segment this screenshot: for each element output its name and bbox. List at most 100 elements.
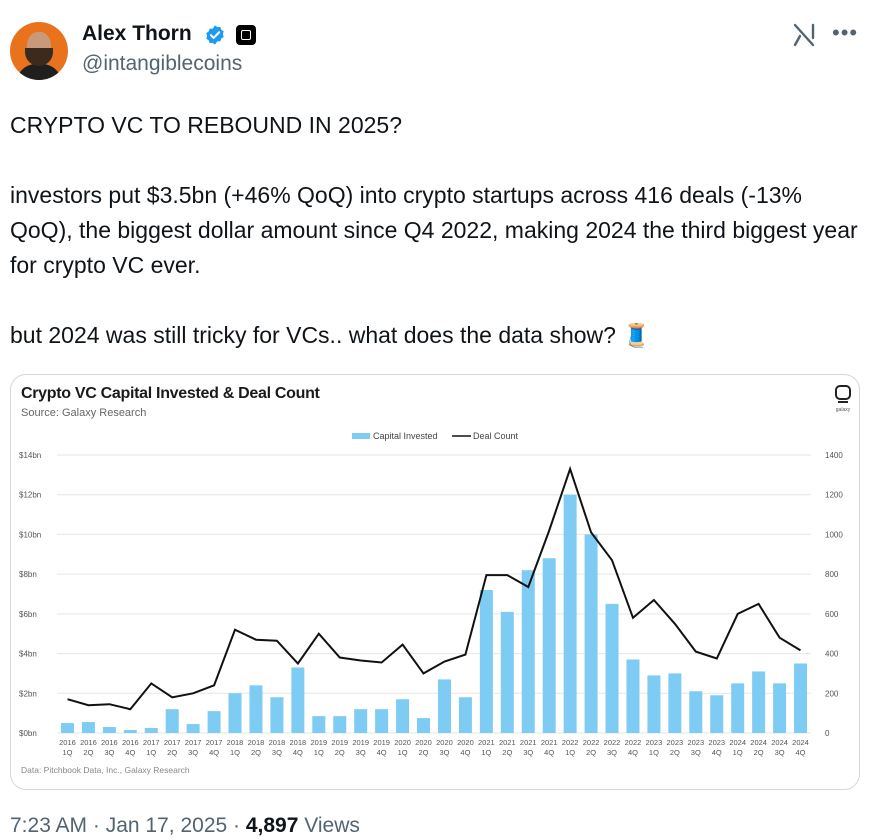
- left-tick-label: $14bn: [19, 451, 41, 460]
- bar: [81, 722, 95, 733]
- x-tick-year: 2019: [310, 738, 327, 747]
- tweet-meta: 7:23 AM · Jan 17, 2025 · 4,897 Views: [10, 814, 360, 838]
- x-tick-year: 2024: [771, 738, 788, 747]
- x-tick-year: 2017: [206, 738, 223, 747]
- x-tick-quarter: 1Q: [565, 748, 575, 757]
- left-tick-label: $6bn: [19, 610, 37, 619]
- x-tick-year: 2018: [227, 738, 244, 747]
- bar: [521, 570, 535, 733]
- x-tick-quarter: 1Q: [733, 748, 743, 757]
- x-tick-year: 2022: [583, 738, 600, 747]
- left-tick-label: $10bn: [19, 530, 41, 539]
- bar: [437, 679, 451, 733]
- bar: [354, 709, 368, 733]
- x-tick-quarter: 3Q: [356, 748, 366, 757]
- bar: [165, 709, 179, 733]
- x-tick-year: 2024: [729, 738, 746, 747]
- tweet-text: CRYPTO VC TO REBOUND IN 2025? investors …: [10, 112, 858, 348]
- legend-label-capital: Capital Invested: [373, 431, 438, 441]
- x-tick-quarter: 3Q: [104, 748, 114, 757]
- x-tick-quarter: 2Q: [83, 748, 93, 757]
- bar: [333, 716, 347, 733]
- bar: [626, 659, 640, 733]
- left-tick-label: $0bn: [19, 729, 37, 738]
- tweet-time[interactable]: 7:23 AM: [10, 814, 88, 837]
- bar: [773, 683, 787, 733]
- x-tick-year: 2021: [541, 738, 558, 747]
- x-tick-quarter: 2Q: [167, 748, 177, 757]
- legend-swatch-capital: [352, 433, 370, 439]
- logo-text: galaxy: [836, 407, 851, 413]
- bar: [794, 663, 808, 733]
- verified-badge-icon: [206, 25, 224, 45]
- x-tick-quarter: 4Q: [209, 748, 219, 757]
- x-tick-quarter: 3Q: [188, 748, 198, 757]
- x-tick-quarter: 1Q: [146, 748, 156, 757]
- x-tick-quarter: 2Q: [335, 748, 345, 757]
- bar: [207, 711, 221, 733]
- bar: [102, 727, 116, 733]
- x-tick-year: 2023: [708, 738, 725, 747]
- x-tick-quarter: 2Q: [502, 748, 512, 757]
- chart-subtitle: Source: Galaxy Research: [21, 407, 146, 419]
- x-tick-quarter: 3Q: [775, 748, 785, 757]
- left-tick-label: $4bn: [19, 650, 37, 659]
- x-tick-year: 2016: [101, 738, 118, 747]
- x-tick-quarter: 1Q: [398, 748, 408, 757]
- x-tick-year: 2023: [646, 738, 663, 747]
- x-tick-year: 2016: [80, 738, 97, 747]
- x-tick-year: 2020: [436, 738, 453, 747]
- x-tick-quarter: 4Q: [796, 748, 806, 757]
- bar: [186, 724, 200, 733]
- x-tick-year: 2022: [604, 738, 621, 747]
- x-tick-year: 2023: [667, 738, 684, 747]
- x-tick-quarter: 4Q: [712, 748, 722, 757]
- bar: [417, 718, 431, 733]
- x-tick-quarter: 2Q: [586, 748, 596, 757]
- more-options-icon[interactable]: •••: [832, 20, 859, 45]
- bar: [458, 697, 472, 733]
- x-tick-quarter: 3Q: [272, 748, 282, 757]
- author-name[interactable]: Alex Thorn: [82, 22, 192, 45]
- grok-icon[interactable]: [792, 22, 818, 48]
- x-tick-quarter: 1Q: [481, 748, 491, 757]
- bar: [710, 695, 724, 733]
- bar: [249, 685, 263, 733]
- x-tick-year: 2020: [457, 738, 474, 747]
- x-tick-quarter: 1Q: [62, 748, 72, 757]
- bar: [542, 558, 556, 733]
- x-axis: 20161Q20162Q20163Q20164Q20171Q20172Q2017…: [59, 738, 809, 757]
- tweet-date[interactable]: Jan 17, 2025: [105, 814, 228, 837]
- chart-title: Crypto VC Capital Invested & Deal Count: [21, 385, 321, 402]
- author-handle[interactable]: @intangiblecoins: [82, 52, 243, 75]
- x-tick-year: 2021: [520, 738, 537, 747]
- series-line-deal-count: [67, 465, 802, 711]
- bar: [731, 683, 745, 733]
- x-tick-quarter: 4Q: [125, 748, 135, 757]
- x-tick-year: 2018: [248, 738, 265, 747]
- bar: [228, 693, 242, 733]
- bar: [144, 728, 158, 733]
- affiliation-badge-icon[interactable]: [236, 25, 256, 45]
- separator: ·: [87, 814, 106, 837]
- x-tick-quarter: 3Q: [439, 748, 449, 757]
- bar: [60, 723, 74, 733]
- x-tick-quarter: 2Q: [419, 748, 429, 757]
- tweet-image[interactable]: $0bn $2bn $4bn $6bn $8bn $10bn $12bn $14bn 0 200…: [10, 374, 860, 790]
- bar: [479, 590, 493, 733]
- bar: [396, 699, 410, 733]
- avatar[interactable]: [10, 22, 68, 80]
- x-tick-quarter: 3Q: [691, 748, 701, 757]
- x-tick-year: 2017: [164, 738, 181, 747]
- left-tick-label: $12bn: [19, 491, 41, 500]
- x-tick-quarter: 4Q: [377, 748, 387, 757]
- x-tick-quarter: 4Q: [293, 748, 303, 757]
- x-tick-quarter: 2Q: [754, 748, 764, 757]
- x-tick-year: 2016: [59, 738, 76, 747]
- legend-label-deal: Deal Count: [473, 431, 519, 441]
- views-label: Views: [298, 814, 360, 837]
- x-tick-year: 2019: [352, 738, 369, 747]
- x-tick-quarter: 4Q: [544, 748, 554, 757]
- right-tick-label: 0: [825, 729, 830, 738]
- x-tick-quarter: 1Q: [649, 748, 659, 757]
